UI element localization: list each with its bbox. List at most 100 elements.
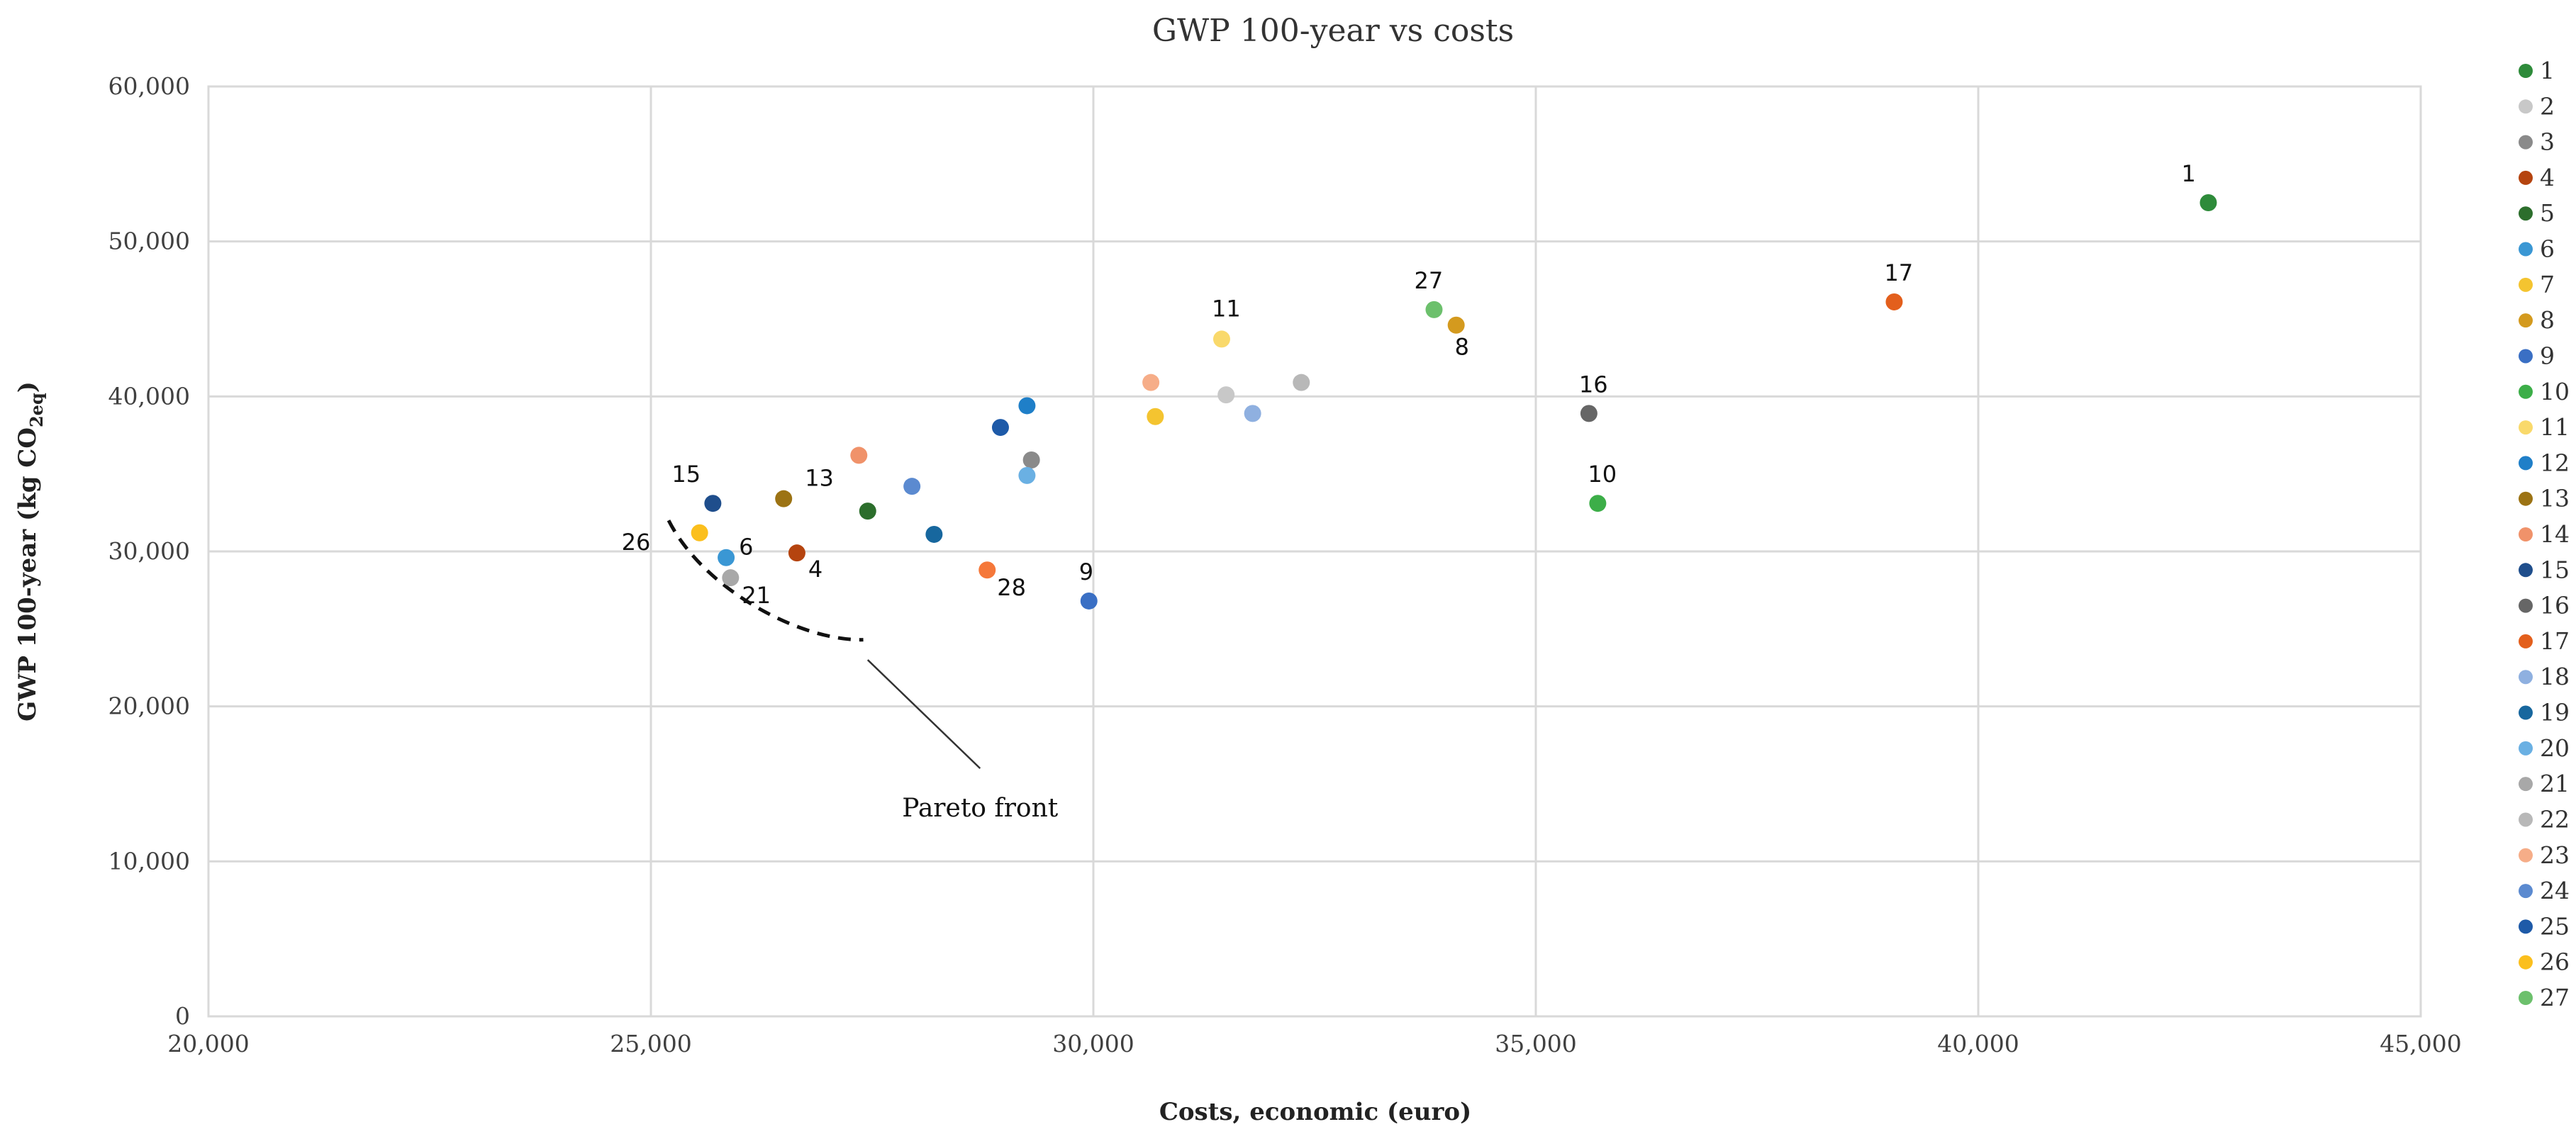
- legend-label-10: 10: [2540, 378, 2570, 405]
- data-point-1: [2199, 194, 2217, 211]
- legend-label-17: 17: [2540, 627, 2570, 655]
- pareto-front-curve: [667, 520, 864, 642]
- point-label-10: 10: [1588, 461, 1617, 488]
- y-axis-label-subscript: 2eq: [26, 393, 47, 427]
- legend-marker-20: [2519, 741, 2533, 756]
- y-tick-label: 10,000: [108, 847, 190, 875]
- pareto-front-label: Pareto front: [902, 794, 1059, 823]
- legend-label-19: 19: [2540, 699, 2570, 726]
- legend-label-26: 26: [2540, 948, 2570, 976]
- data-point-19: [925, 525, 943, 543]
- grid-lines: [207, 85, 2422, 1018]
- y-axis-label: GWP 100-year (kg CO2eq): [13, 381, 47, 722]
- y-tick-label: 20,000: [108, 692, 190, 720]
- data-point-18: [1244, 405, 1261, 422]
- point-label-1: 1: [2181, 160, 2195, 187]
- data-point-23: [1142, 374, 1160, 391]
- x-axis-label: Costs, economic (euro): [1159, 1098, 1471, 1126]
- data-point-16: [1580, 405, 1598, 422]
- data-point-21: [722, 569, 740, 587]
- data-point-6: [718, 549, 735, 566]
- legend-label-9: 9: [2540, 342, 2555, 369]
- point-label-15: 15: [671, 461, 701, 488]
- legend-label-24: 24: [2540, 877, 2570, 904]
- x-tick-label: 20,000: [167, 1030, 249, 1057]
- legend-label-3: 3: [2540, 128, 2555, 156]
- chart-title: GWP 100-year vs costs: [1152, 13, 1514, 49]
- x-tick-label: 45,000: [2380, 1030, 2461, 1057]
- legend-label-1: 1: [2540, 57, 2555, 84]
- x-axis-ticks: 20,000 25,000 30,000 35,000 40,000 45,000: [167, 1030, 2461, 1057]
- legend-marker-9: [2519, 349, 2533, 364]
- data-point-7: [1147, 408, 1164, 425]
- legend-marker-13: [2519, 491, 2533, 506]
- legend-label-21: 21: [2540, 770, 2570, 797]
- point-label-9: 9: [1079, 558, 1093, 585]
- point-label-11: 11: [1212, 295, 1241, 322]
- data-point-10: [1589, 495, 1607, 512]
- legend-marker-16: [2519, 598, 2533, 613]
- legend-label-16: 16: [2540, 592, 2570, 619]
- legend-marker-4: [2519, 170, 2533, 185]
- data-point-24: [903, 478, 921, 495]
- data-point-15: [704, 495, 722, 512]
- legend-marker-6: [2519, 242, 2533, 257]
- x-tick-label: 25,000: [610, 1030, 691, 1057]
- data-point-28: [978, 561, 996, 579]
- data-point-11: [1212, 330, 1230, 348]
- data-point-22: [1293, 374, 1310, 391]
- data-point-12: [1018, 397, 1036, 415]
- legend-marker-24: [2519, 884, 2533, 899]
- legend-marker-22: [2519, 812, 2533, 827]
- data-point-5: [859, 503, 876, 520]
- legend-label-13: 13: [2540, 485, 2570, 512]
- point-label-6: 6: [739, 534, 753, 561]
- legend-marker-8: [2519, 313, 2533, 328]
- legend-label-18: 18: [2540, 663, 2570, 690]
- legend-marker-11: [2519, 420, 2533, 435]
- legend-label-22: 22: [2540, 805, 2570, 833]
- x-tick-label: 40,000: [1937, 1030, 2019, 1057]
- data-point-9: [1080, 592, 1098, 610]
- y-axis-ticks: 0 10,000 20,000 30,000 40,000 50,000 60,000: [108, 72, 190, 1030]
- legend-label-4: 4: [2540, 164, 2555, 191]
- legend-marker-10: [2519, 384, 2533, 399]
- legend-label-20: 20: [2540, 734, 2570, 762]
- point-label-28: 28: [997, 574, 1026, 601]
- data-point-26: [691, 524, 708, 541]
- legend-label-11: 11: [2540, 413, 2570, 441]
- data-points: [691, 194, 2217, 610]
- legend-marker-15: [2519, 563, 2533, 578]
- data-point-20: [1018, 466, 1036, 484]
- legend-marker-17: [2519, 634, 2533, 649]
- y-tick-label: 60,000: [108, 72, 190, 100]
- point-label-17: 17: [1884, 259, 1913, 286]
- legend-marker-18: [2519, 670, 2533, 685]
- legend-label-27: 27: [2540, 984, 2570, 1011]
- legend-label-7: 7: [2540, 271, 2555, 298]
- data-point-labels: 1 4 6 8 9 10 11 13 15 16 17 21 26 27 28: [622, 160, 2196, 609]
- legend-label-12: 12: [2540, 449, 2570, 476]
- legend-label-25: 25: [2540, 912, 2570, 940]
- legend-marker-25: [2519, 919, 2533, 934]
- x-tick-label: 35,000: [1495, 1030, 1576, 1057]
- legend-label-23: 23: [2540, 841, 2570, 869]
- legend-marker-27: [2519, 991, 2533, 1005]
- y-axis-label-main: GWP 100-year (kg CO: [13, 427, 42, 722]
- legend-label-5: 5: [2540, 199, 2555, 227]
- pareto-front-pointer: [866, 659, 981, 770]
- data-point-8: [1447, 316, 1465, 334]
- legend-marker-14: [2519, 527, 2533, 541]
- y-tick-label: 50,000: [108, 228, 190, 255]
- y-tick-label: 40,000: [108, 382, 190, 410]
- legend-marker-21: [2519, 777, 2533, 792]
- legend-label-6: 6: [2540, 235, 2555, 263]
- y-axis-label-end: ): [13, 381, 42, 393]
- point-label-4: 4: [808, 556, 823, 583]
- point-label-27: 27: [1414, 267, 1443, 294]
- plot-frame: [207, 85, 2422, 1018]
- legend-marker-19: [2519, 705, 2533, 720]
- point-label-8: 8: [1455, 334, 1469, 361]
- y-tick-label: 30,000: [108, 537, 190, 565]
